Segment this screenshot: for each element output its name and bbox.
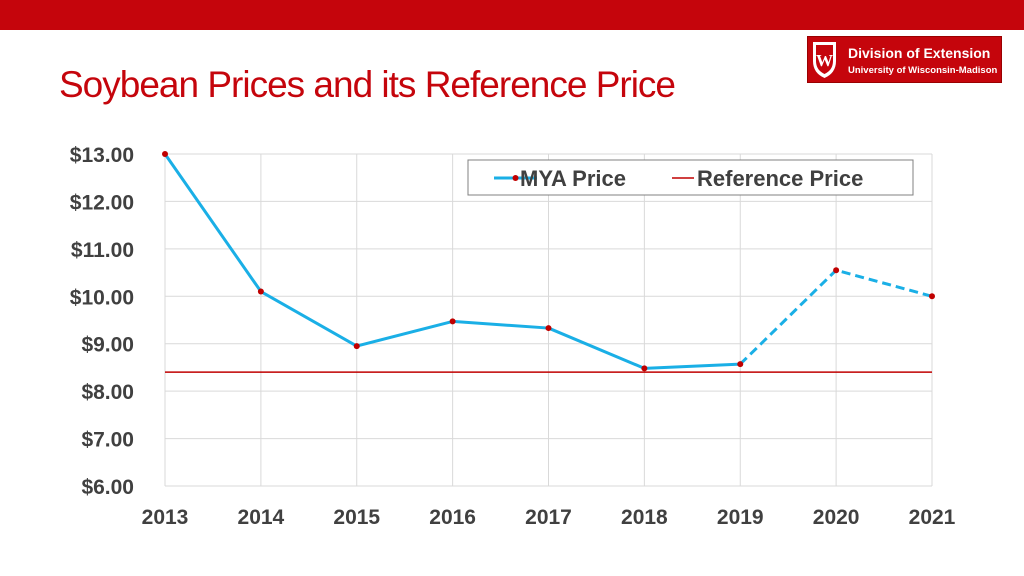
x-tick-label: 2013	[142, 506, 189, 529]
x-tick-label: 2017	[525, 506, 572, 529]
y-axis-ticks: $6.00 $7.00 $8.00 $9.00 $10.00 $11.00 $12.00 $1…	[70, 144, 134, 499]
legend-reference-label: Reference Price	[697, 166, 863, 191]
mya-price-point	[929, 293, 935, 300]
mya-price-point	[257, 288, 264, 295]
x-tick-label: 2018	[621, 506, 668, 529]
x-tick-label: 2019	[717, 506, 764, 529]
x-tick-label: 2016	[429, 506, 476, 529]
legend-mya-marker	[512, 175, 519, 181]
x-tick-label: 2021	[909, 506, 956, 529]
y-tick-label: $7.00	[81, 429, 134, 452]
y-tick-label: $10.00	[70, 286, 134, 309]
extension-logo: W Division of Extension University of Wi…	[807, 36, 1002, 83]
mya-series	[162, 151, 935, 372]
x-axis-ticks: 2013 2014 2015 2016 2017 2018 2019 2020 2021	[142, 506, 956, 529]
mya-price-point	[641, 365, 648, 372]
legend-mya-label: MYA Price	[520, 166, 626, 191]
y-tick-label: $11.00	[71, 239, 134, 262]
mya-price-point	[162, 151, 168, 157]
x-tick-label: 2015	[333, 506, 380, 529]
mya-price-point	[353, 343, 360, 350]
mya-price-point	[449, 318, 456, 325]
mya-price-point	[545, 325, 552, 332]
x-tick-label: 2014	[238, 506, 285, 529]
y-tick-label: $9.00	[81, 334, 134, 357]
logo-line-1: Division of Extension	[848, 45, 991, 61]
slide-title: Soybean Prices and its Reference Price	[59, 64, 676, 105]
y-tick-label: $12.00	[70, 191, 134, 214]
mya-price-point	[737, 361, 744, 368]
x-tick-label: 2020	[813, 506, 860, 529]
gridlines	[164, 153, 933, 487]
logo-line-2: University of Wisconsin-Madison	[848, 65, 998, 76]
y-tick-label: $8.00	[81, 381, 134, 404]
uw-crest-icon: W	[813, 42, 836, 78]
top-banner	[0, 0, 1024, 30]
y-tick-label: $6.00	[81, 476, 134, 499]
mya-price-point	[833, 267, 840, 274]
chart-legend: MYA Price Reference Price	[467, 159, 914, 196]
svg-text:W: W	[816, 51, 833, 70]
y-tick-label: $13.00	[70, 144, 134, 167]
